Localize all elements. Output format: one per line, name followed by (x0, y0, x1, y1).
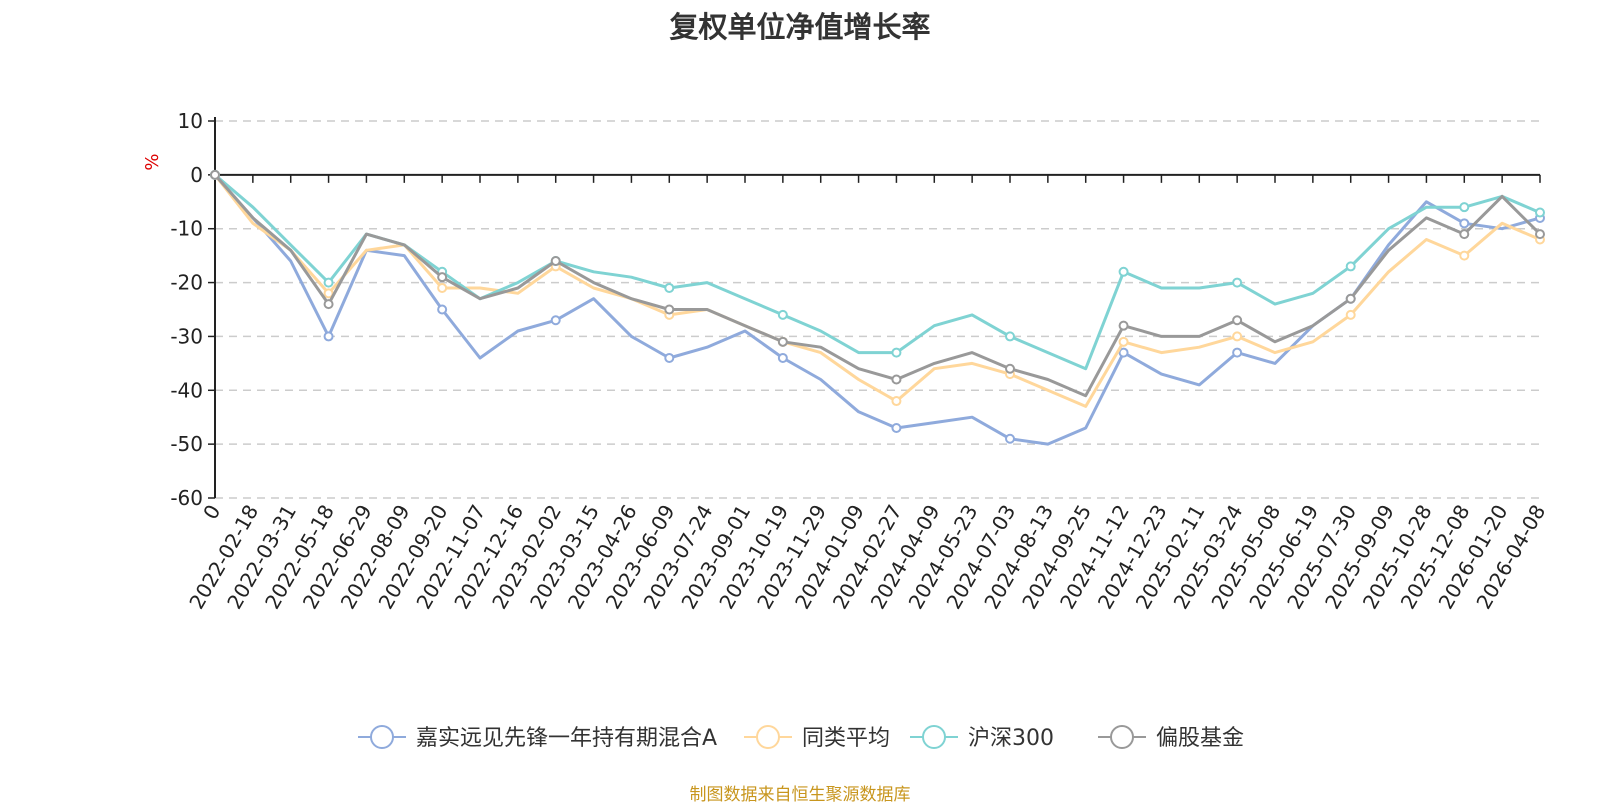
y-tick-labels: 10 0 -10 -20 -30 -40 -50 -60 (170, 109, 203, 510)
data-point (1345, 309, 1356, 320)
data-point (1459, 218, 1470, 229)
grid-lines (215, 120, 1540, 499)
data-point (1345, 261, 1356, 272)
y-tick-label: -60 (170, 486, 203, 510)
data-point (891, 396, 902, 407)
data-point (437, 304, 448, 315)
data-point (1118, 320, 1129, 331)
chart-title: 复权单位净值增长率 (669, 10, 931, 44)
y-tick-label: -50 (170, 432, 203, 456)
data-point (1005, 363, 1015, 374)
legend-item[interactable]: 嘉实远见先锋一年持有期混合A (358, 725, 717, 751)
y-tick-label: 10 (178, 109, 203, 133)
data-point (664, 282, 675, 293)
data-point (1232, 277, 1243, 288)
legend-item[interactable]: 沪深300 (910, 725, 1054, 751)
legend[interactable]: 嘉实远见先锋一年持有期混合A 同类平均 沪深300 偏股基金 (358, 725, 1244, 751)
data-point (1118, 336, 1129, 347)
legend-swatch-circle (756, 725, 780, 749)
series-line (213, 173, 1542, 408)
legend-swatch-circle (1110, 725, 1134, 749)
data-point (1232, 315, 1243, 326)
data-point (437, 282, 448, 293)
series-lines (210, 169, 1545, 446)
y-unit-label: % (142, 153, 163, 170)
data-point (777, 336, 788, 347)
legend-swatch-circle (370, 725, 394, 749)
legend-swatch-circle (922, 725, 946, 749)
data-point (891, 374, 902, 385)
data-point (1005, 433, 1015, 444)
data-point (891, 347, 902, 358)
legend-item[interactable]: 偏股基金 (1098, 725, 1244, 751)
x-tick-label: 0 (198, 501, 225, 524)
y-tick-label: 0 (190, 163, 203, 187)
axes (208, 117, 1541, 499)
data-point (323, 331, 334, 342)
data-point (550, 315, 561, 326)
data-point (1005, 331, 1015, 342)
data-point (437, 272, 448, 283)
legend-label: 同类平均 (802, 726, 890, 751)
y-tick-label: -40 (170, 378, 203, 402)
data-point (1118, 347, 1129, 358)
data-point (323, 277, 334, 288)
y-tick-label: -10 (170, 217, 203, 241)
source-note: 制图数据来自恒生聚源数据库 (689, 785, 911, 805)
legend-label: 偏股基金 (1156, 726, 1244, 751)
data-point (323, 288, 334, 299)
data-point (1459, 229, 1470, 240)
data-point (550, 256, 561, 267)
legend-label: 沪深300 (968, 726, 1054, 751)
legend-label: 嘉实远见先锋一年持有期混合A (416, 726, 717, 751)
data-point (1232, 331, 1243, 342)
series-line (213, 173, 1542, 446)
data-point (323, 299, 334, 310)
data-point (777, 352, 788, 363)
data-point (1535, 207, 1545, 218)
data-point (210, 169, 220, 180)
data-point (1459, 202, 1470, 213)
data-point (777, 309, 788, 320)
legend-item[interactable]: 同类平均 (744, 725, 890, 751)
data-point (891, 422, 902, 433)
y-tick-label: -20 (170, 271, 203, 295)
data-point (1118, 266, 1129, 277)
y-tick-label: -30 (170, 324, 203, 348)
series-line (213, 173, 1542, 398)
data-point (664, 304, 675, 315)
data-point (1232, 347, 1243, 358)
data-point (1345, 293, 1356, 304)
x-tick-labels: 02022-02-182022-03-312022-05-182022-06-2… (184, 500, 1550, 613)
series-line (213, 173, 1542, 371)
data-point (664, 352, 675, 363)
data-point (1535, 229, 1545, 240)
data-point (1459, 250, 1470, 261)
